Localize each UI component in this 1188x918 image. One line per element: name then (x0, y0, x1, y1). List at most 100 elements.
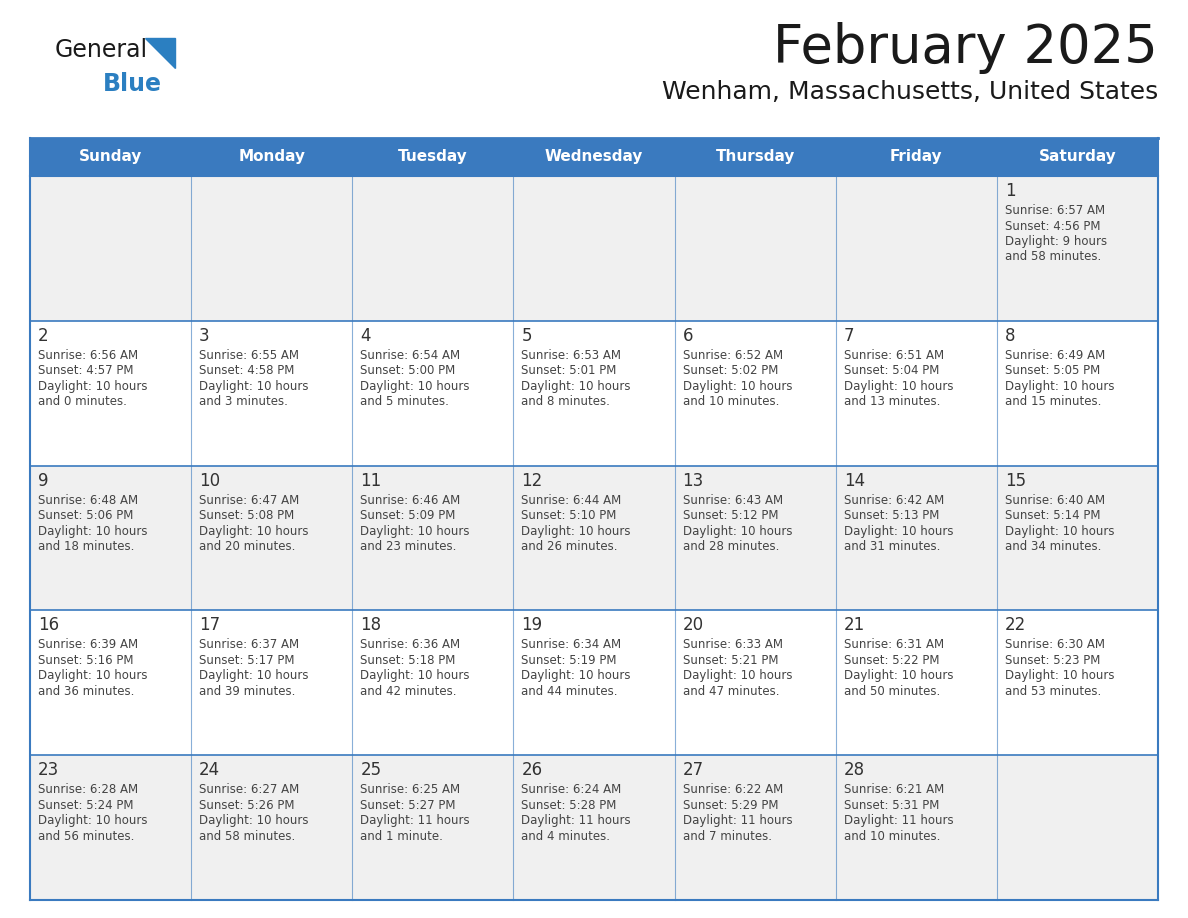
Text: Sunrise: 6:21 AM: Sunrise: 6:21 AM (843, 783, 944, 796)
Text: and 1 minute.: and 1 minute. (360, 830, 443, 843)
Text: Daylight: 10 hours: Daylight: 10 hours (683, 669, 792, 682)
Text: Sunrise: 6:28 AM: Sunrise: 6:28 AM (38, 783, 138, 796)
Text: and 23 minutes.: and 23 minutes. (360, 540, 456, 554)
Text: 22: 22 (1005, 616, 1026, 634)
Text: 8: 8 (1005, 327, 1016, 345)
Text: and 36 minutes.: and 36 minutes. (38, 685, 134, 698)
Text: Daylight: 10 hours: Daylight: 10 hours (522, 669, 631, 682)
Text: and 26 minutes.: and 26 minutes. (522, 540, 618, 554)
Text: 19: 19 (522, 616, 543, 634)
Text: Tuesday: Tuesday (398, 150, 468, 164)
Text: Sunset: 4:56 PM: Sunset: 4:56 PM (1005, 219, 1100, 232)
Text: Sunrise: 6:44 AM: Sunrise: 6:44 AM (522, 494, 621, 507)
Text: Sunrise: 6:22 AM: Sunrise: 6:22 AM (683, 783, 783, 796)
Text: Sunset: 5:26 PM: Sunset: 5:26 PM (200, 799, 295, 812)
Text: Sunrise: 6:56 AM: Sunrise: 6:56 AM (38, 349, 138, 362)
Text: Sunrise: 6:27 AM: Sunrise: 6:27 AM (200, 783, 299, 796)
Text: Sunrise: 6:31 AM: Sunrise: 6:31 AM (843, 638, 943, 652)
Text: 15: 15 (1005, 472, 1026, 489)
Text: Sunrise: 6:42 AM: Sunrise: 6:42 AM (843, 494, 944, 507)
Bar (30, 138, 1158, 176)
Text: Sunset: 5:05 PM: Sunset: 5:05 PM (1005, 364, 1100, 377)
Bar (30, 756, 1158, 900)
Text: Sunset: 5:24 PM: Sunset: 5:24 PM (38, 799, 133, 812)
Text: Daylight: 10 hours: Daylight: 10 hours (38, 524, 147, 538)
Polygon shape (145, 38, 175, 68)
Bar (30, 465, 1158, 610)
Text: and 31 minutes.: and 31 minutes. (843, 540, 940, 554)
Text: 28: 28 (843, 761, 865, 779)
Text: Sunset: 5:00 PM: Sunset: 5:00 PM (360, 364, 455, 377)
Text: Daylight: 10 hours: Daylight: 10 hours (843, 524, 953, 538)
Text: Daylight: 9 hours: Daylight: 9 hours (1005, 235, 1107, 248)
Text: and 10 minutes.: and 10 minutes. (683, 396, 779, 409)
Text: Sunset: 5:18 PM: Sunset: 5:18 PM (360, 654, 456, 666)
Text: Sunrise: 6:37 AM: Sunrise: 6:37 AM (200, 638, 299, 652)
Text: and 3 minutes.: and 3 minutes. (200, 396, 287, 409)
Text: Sunset: 5:19 PM: Sunset: 5:19 PM (522, 654, 617, 666)
Text: Sunset: 4:57 PM: Sunset: 4:57 PM (38, 364, 133, 377)
Text: Sunday: Sunday (78, 150, 143, 164)
Text: and 13 minutes.: and 13 minutes. (843, 396, 940, 409)
Text: Sunset: 5:06 PM: Sunset: 5:06 PM (38, 509, 133, 522)
Text: Sunrise: 6:52 AM: Sunrise: 6:52 AM (683, 349, 783, 362)
Text: Daylight: 10 hours: Daylight: 10 hours (843, 669, 953, 682)
Text: 14: 14 (843, 472, 865, 489)
Text: Daylight: 10 hours: Daylight: 10 hours (38, 669, 147, 682)
Text: Daylight: 10 hours: Daylight: 10 hours (683, 524, 792, 538)
Text: Sunrise: 6:24 AM: Sunrise: 6:24 AM (522, 783, 621, 796)
Text: and 34 minutes.: and 34 minutes. (1005, 540, 1101, 554)
Text: Sunset: 5:14 PM: Sunset: 5:14 PM (1005, 509, 1100, 522)
Text: Daylight: 10 hours: Daylight: 10 hours (360, 669, 469, 682)
Text: Sunset: 5:28 PM: Sunset: 5:28 PM (522, 799, 617, 812)
Text: 16: 16 (38, 616, 59, 634)
Text: and 5 minutes.: and 5 minutes. (360, 396, 449, 409)
Text: Sunset: 5:17 PM: Sunset: 5:17 PM (200, 654, 295, 666)
Text: Daylight: 10 hours: Daylight: 10 hours (200, 524, 309, 538)
Text: 5: 5 (522, 327, 532, 345)
Text: Daylight: 11 hours: Daylight: 11 hours (360, 814, 470, 827)
Text: and 8 minutes.: and 8 minutes. (522, 396, 611, 409)
Text: 11: 11 (360, 472, 381, 489)
Text: Sunset: 5:09 PM: Sunset: 5:09 PM (360, 509, 456, 522)
Text: and 28 minutes.: and 28 minutes. (683, 540, 779, 554)
Text: Wenham, Massachusetts, United States: Wenham, Massachusetts, United States (662, 80, 1158, 104)
Text: Saturday: Saturday (1038, 150, 1117, 164)
Text: and 50 minutes.: and 50 minutes. (843, 685, 940, 698)
Bar (30, 320, 1158, 465)
Text: and 44 minutes.: and 44 minutes. (522, 685, 618, 698)
Text: Daylight: 10 hours: Daylight: 10 hours (200, 380, 309, 393)
Bar (30, 176, 1158, 320)
Text: Sunset: 5:02 PM: Sunset: 5:02 PM (683, 364, 778, 377)
Text: and 39 minutes.: and 39 minutes. (200, 685, 296, 698)
Text: Sunrise: 6:39 AM: Sunrise: 6:39 AM (38, 638, 138, 652)
Text: Daylight: 11 hours: Daylight: 11 hours (522, 814, 631, 827)
Text: Sunrise: 6:36 AM: Sunrise: 6:36 AM (360, 638, 461, 652)
Text: Daylight: 10 hours: Daylight: 10 hours (1005, 524, 1114, 538)
Text: Sunrise: 6:51 AM: Sunrise: 6:51 AM (843, 349, 943, 362)
Text: Sunset: 5:29 PM: Sunset: 5:29 PM (683, 799, 778, 812)
Text: and 20 minutes.: and 20 minutes. (200, 540, 296, 554)
Text: Sunrise: 6:33 AM: Sunrise: 6:33 AM (683, 638, 783, 652)
Text: Daylight: 10 hours: Daylight: 10 hours (522, 524, 631, 538)
Text: Sunset: 4:58 PM: Sunset: 4:58 PM (200, 364, 295, 377)
Text: Sunset: 5:08 PM: Sunset: 5:08 PM (200, 509, 295, 522)
Text: 24: 24 (200, 761, 220, 779)
Text: 12: 12 (522, 472, 543, 489)
Text: 4: 4 (360, 327, 371, 345)
Text: 1: 1 (1005, 182, 1016, 200)
Text: Sunset: 5:13 PM: Sunset: 5:13 PM (843, 509, 939, 522)
Text: Sunrise: 6:43 AM: Sunrise: 6:43 AM (683, 494, 783, 507)
Text: 20: 20 (683, 616, 703, 634)
Text: Sunset: 5:31 PM: Sunset: 5:31 PM (843, 799, 939, 812)
Text: and 53 minutes.: and 53 minutes. (1005, 685, 1101, 698)
Text: Sunrise: 6:55 AM: Sunrise: 6:55 AM (200, 349, 299, 362)
Text: Sunrise: 6:49 AM: Sunrise: 6:49 AM (1005, 349, 1105, 362)
Text: Sunset: 5:10 PM: Sunset: 5:10 PM (522, 509, 617, 522)
Text: Monday: Monday (239, 150, 305, 164)
Text: and 56 minutes.: and 56 minutes. (38, 830, 134, 843)
Text: 25: 25 (360, 761, 381, 779)
Text: 23: 23 (38, 761, 59, 779)
Text: and 7 minutes.: and 7 minutes. (683, 830, 771, 843)
Text: Sunrise: 6:57 AM: Sunrise: 6:57 AM (1005, 204, 1105, 217)
